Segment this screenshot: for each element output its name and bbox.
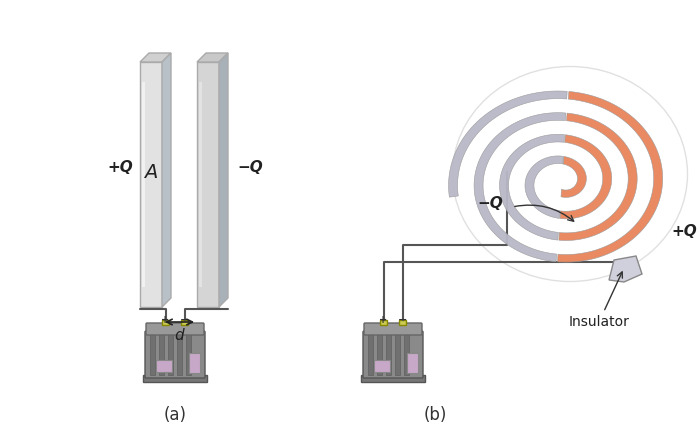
Polygon shape <box>500 134 564 240</box>
Polygon shape <box>197 53 228 62</box>
Polygon shape <box>142 82 145 287</box>
Polygon shape <box>560 135 612 219</box>
Text: +Q: +Q <box>671 225 697 239</box>
Bar <box>159 334 164 375</box>
Polygon shape <box>199 82 202 287</box>
Text: −Q: −Q <box>237 160 263 174</box>
Bar <box>386 334 391 375</box>
Text: d: d <box>175 327 184 343</box>
Text: A: A <box>144 163 158 181</box>
Text: (b): (b) <box>424 406 447 424</box>
Ellipse shape <box>452 66 687 281</box>
Text: +: + <box>379 315 388 325</box>
Bar <box>177 334 182 375</box>
Text: −: − <box>398 315 407 325</box>
Bar <box>380 320 387 325</box>
Polygon shape <box>474 113 566 262</box>
Polygon shape <box>140 53 171 62</box>
Text: Insulator: Insulator <box>568 272 629 329</box>
FancyBboxPatch shape <box>146 323 204 335</box>
Bar <box>368 334 373 375</box>
Polygon shape <box>449 91 567 197</box>
Bar <box>156 360 172 372</box>
Polygon shape <box>197 62 219 307</box>
Bar <box>162 320 169 325</box>
Text: −Q: −Q <box>477 197 503 212</box>
Polygon shape <box>140 62 162 307</box>
Bar <box>186 334 191 375</box>
FancyBboxPatch shape <box>364 323 422 335</box>
Bar <box>374 360 390 372</box>
Bar <box>181 320 188 325</box>
Text: −: − <box>180 315 189 325</box>
Text: (a): (a) <box>164 406 186 424</box>
Bar <box>143 375 207 382</box>
Polygon shape <box>559 113 637 240</box>
Bar <box>399 320 406 325</box>
Polygon shape <box>162 53 171 307</box>
Polygon shape <box>561 156 587 198</box>
Bar <box>407 353 418 373</box>
FancyBboxPatch shape <box>363 331 423 378</box>
FancyBboxPatch shape <box>145 331 205 378</box>
Bar <box>404 334 409 375</box>
Polygon shape <box>525 156 564 218</box>
Bar <box>395 334 400 375</box>
Polygon shape <box>557 91 663 262</box>
Bar <box>168 334 173 375</box>
Polygon shape <box>609 256 642 282</box>
Text: +Q: +Q <box>107 160 133 174</box>
Polygon shape <box>219 53 228 307</box>
Bar <box>150 334 155 375</box>
Text: +: + <box>162 315 169 325</box>
Bar <box>361 375 425 382</box>
Bar <box>189 353 200 373</box>
Bar <box>377 334 382 375</box>
